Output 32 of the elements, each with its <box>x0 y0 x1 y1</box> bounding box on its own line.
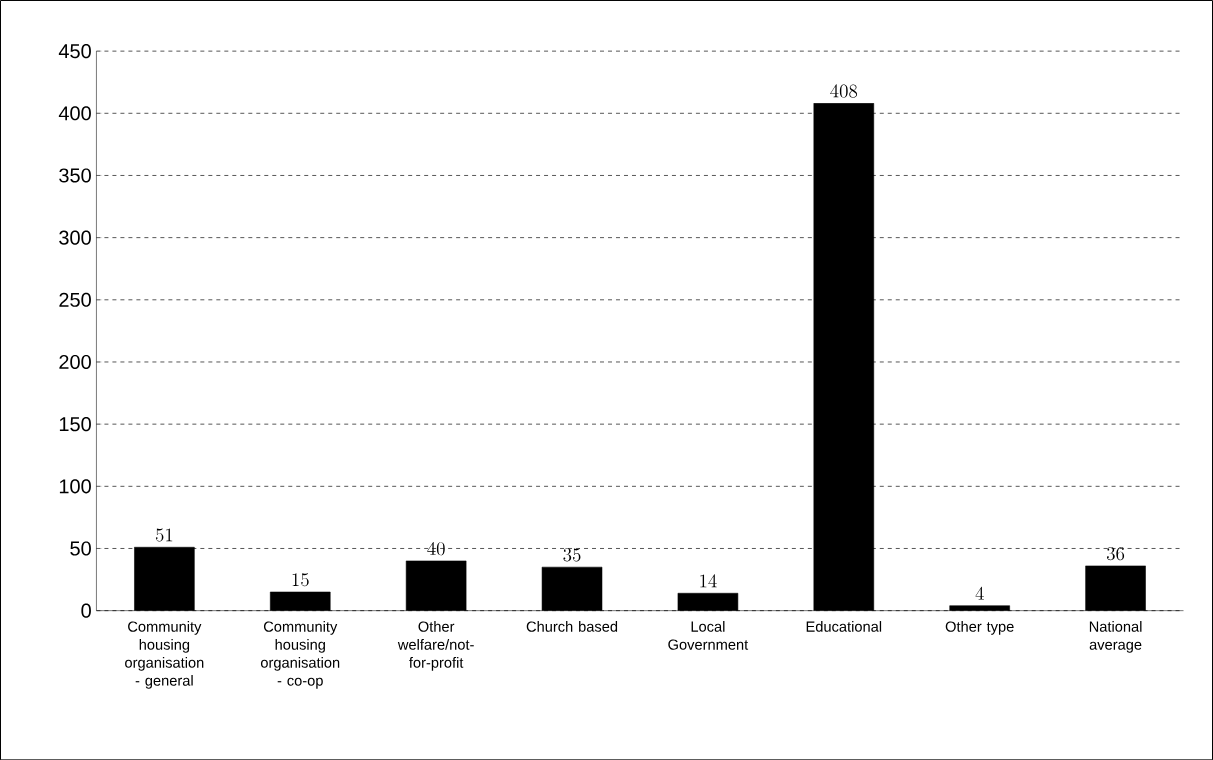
x-tick-label: Other type <box>945 620 1014 635</box>
bar <box>270 591 331 611</box>
y-tick-label: 450 <box>58 43 91 59</box>
x-tick-label: Educational <box>806 620 882 632</box>
data-label: 35 <box>563 548 581 562</box>
x-tick-label: Other welfare/not-for-profit <box>397 620 474 671</box>
data-label: 36 <box>1106 546 1125 561</box>
data-label: 4 <box>975 586 984 600</box>
y-tick-label: 300 <box>59 230 91 245</box>
data-label: 51 <box>155 528 173 542</box>
x-tick-label: National average <box>1089 620 1142 653</box>
y-tick-label: 50 <box>70 541 91 556</box>
bar <box>405 560 467 611</box>
x-tick-label: Community housing organisation - co-op <box>260 620 340 689</box>
y-tick-label: 0 <box>81 603 91 618</box>
y-tick-label: 400 <box>58 106 91 121</box>
x-tick-label: Local Government <box>668 620 749 650</box>
y-tick-label: 200 <box>59 354 91 369</box>
x-tick-label: Community housing organisation - general <box>125 620 204 689</box>
data-label: 408 <box>830 84 858 98</box>
data-label: 15 <box>292 573 309 587</box>
bar <box>677 592 739 611</box>
bar <box>949 605 1010 611</box>
x-tick-label: Church based <box>526 620 618 632</box>
data-label: 40 <box>427 541 445 556</box>
y-tick-label: 150 <box>59 416 91 432</box>
y-tick-label: 250 <box>59 292 91 307</box>
bar <box>1085 565 1146 611</box>
y-tick-label: 100 <box>59 479 91 494</box>
bar <box>541 566 603 611</box>
data-label: 14 <box>700 574 717 588</box>
y-tick-label: 350 <box>59 168 91 183</box>
